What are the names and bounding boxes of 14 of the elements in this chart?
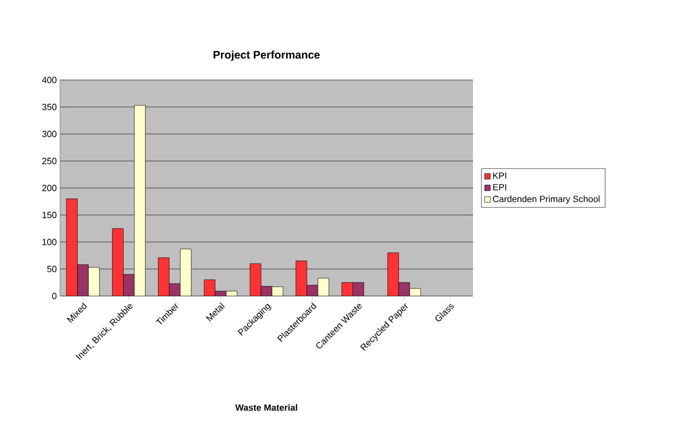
y-tick-label: 350 bbox=[42, 104, 56, 110]
y-tick-label: 200 bbox=[42, 184, 56, 192]
y-tick-label: 250 bbox=[42, 158, 56, 164]
y-tick-label: 100 bbox=[42, 238, 56, 246]
y-tick-label: 0 bbox=[52, 292, 56, 300]
x-axis-title: Waste Material bbox=[235, 404, 298, 411]
legend-label: Cardenden Primary School bbox=[492, 196, 600, 204]
y-tick-label: 150 bbox=[42, 212, 56, 218]
legend-label: KPI bbox=[493, 172, 506, 179]
y-tick-label: 400 bbox=[42, 76, 56, 84]
chart-title: Project Performance bbox=[214, 50, 320, 61]
legend-label: EPI bbox=[493, 184, 506, 190]
y-tick-label: 50 bbox=[47, 266, 56, 272]
y-tick-label: 300 bbox=[42, 130, 56, 138]
